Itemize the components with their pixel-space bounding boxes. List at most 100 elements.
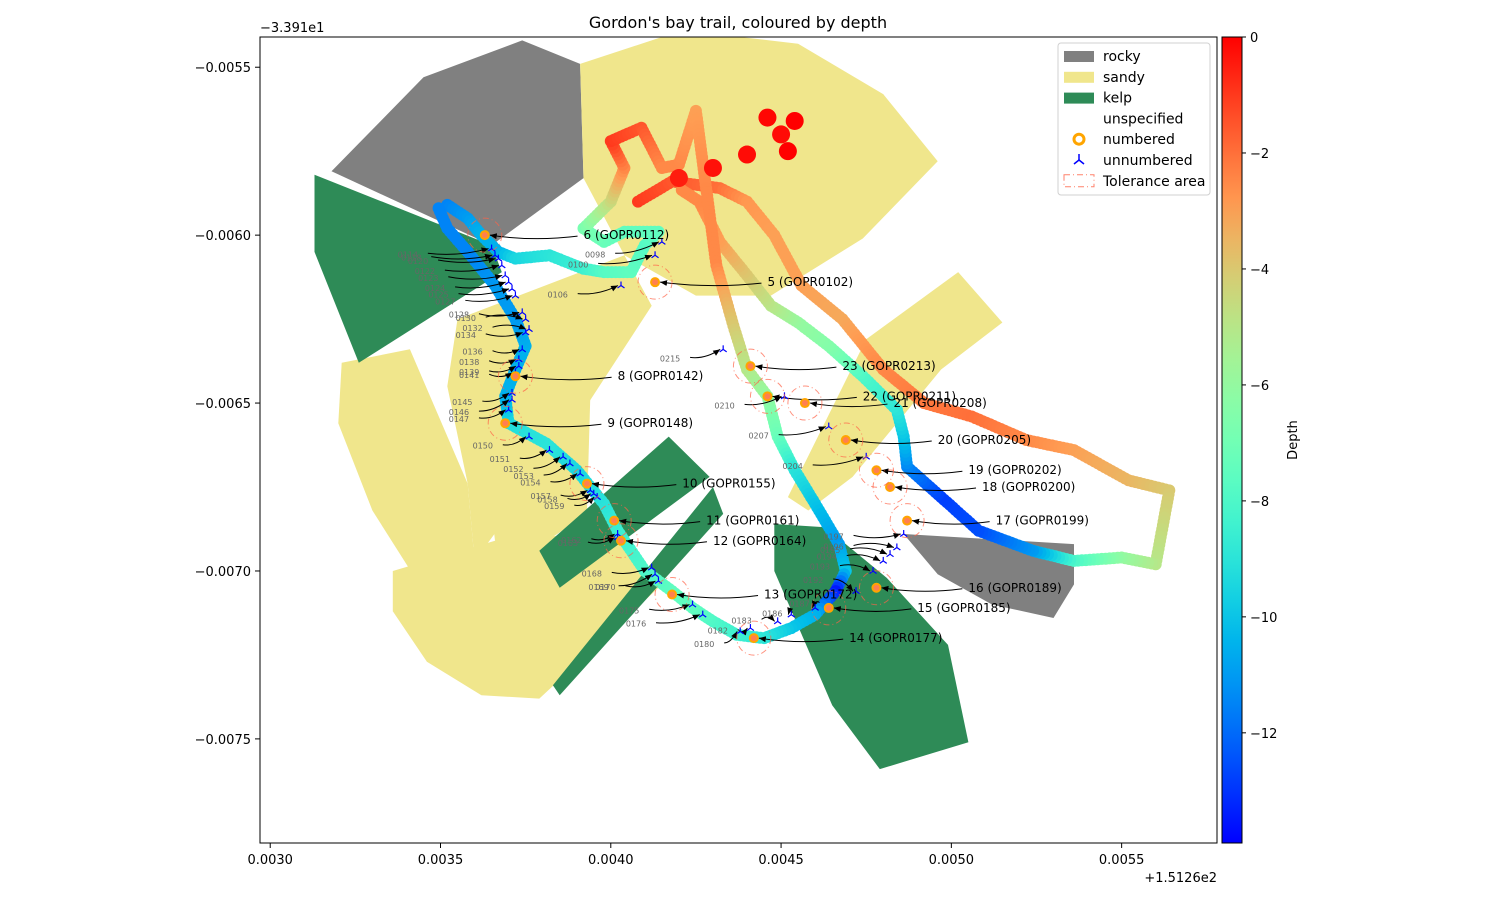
trail-shallow-point	[758, 108, 777, 127]
arrow-numbered	[850, 438, 932, 445]
tri-arm	[654, 573, 659, 578]
numbered-label: 21 (GOPR0208)	[893, 396, 986, 410]
region-kelp-8	[314, 174, 502, 363]
region-kelp-9	[539, 436, 710, 588]
tri-arm	[692, 604, 697, 608]
numbered-marker	[500, 418, 511, 429]
tri-arm	[508, 399, 513, 403]
tri-arm	[658, 241, 663, 245]
numbered-label: 23 (GOPR0213)	[842, 359, 935, 373]
unnumbered-marker-0098	[658, 237, 666, 245]
arrow-0192	[833, 578, 854, 592]
arrow-0215	[690, 348, 721, 359]
unnumbered-label-0127: 0127	[435, 297, 455, 306]
tolerance-circle	[467, 217, 503, 253]
unnumbered-label-0118: 0118	[401, 254, 421, 263]
tri-arm	[511, 288, 516, 292]
y-tick-label: −0.0060	[195, 229, 251, 244]
unnumbered-label-0157: 0157	[530, 492, 550, 501]
x-tick-label: 0.0030	[247, 853, 293, 868]
unnumbered-label-0158: 0158	[537, 495, 557, 504]
arrow-numbered	[911, 518, 990, 525]
region-sandy-2	[580, 37, 938, 296]
tri-arm	[518, 365, 523, 370]
tri-arm	[787, 614, 792, 618]
tri-arm	[494, 258, 499, 262]
arrow-numbered	[520, 374, 612, 381]
numbered-marker	[650, 277, 661, 288]
arrow-0132	[492, 323, 527, 330]
colorbar-tick-label: −2	[1250, 147, 1269, 162]
arrow-numbered	[489, 233, 578, 240]
unnumbered-label-0183: 0183	[731, 616, 751, 625]
tri-arm	[651, 254, 656, 259]
numbered-label: 19 (GOPR0202)	[968, 463, 1061, 477]
unnumbered-label-0152: 0152	[503, 465, 523, 474]
numbered-marker	[581, 478, 592, 489]
unnumbered-label-0134: 0134	[456, 331, 476, 340]
numbered-marker	[823, 602, 834, 613]
tolerance-circle	[811, 590, 847, 626]
unnumbered-label-0151: 0151	[490, 455, 510, 464]
colorbar-tick-label: −8	[1250, 495, 1269, 510]
tri-arm	[521, 318, 526, 323]
tri-arm	[698, 614, 704, 618]
unnumbered-label-0146: 0146	[449, 408, 469, 417]
colorbar: 0 −2 −4 −6 −8 −10 −12 Depth	[1221, 31, 1301, 844]
unnumbered-marker-0123	[501, 271, 510, 279]
numbered-label: 5 (GOPR0102)	[767, 275, 853, 289]
numbered-marker	[745, 361, 756, 372]
arrow-0139	[489, 365, 517, 373]
arrow-numbered	[659, 280, 762, 287]
region-kelp-10	[552, 487, 724, 696]
numbered-label: 13 (GOPR0172)	[764, 587, 857, 601]
unnumbered-marker-0106	[617, 281, 625, 289]
legend-ring	[1072, 132, 1086, 146]
tri-arm	[899, 533, 905, 538]
arrow-0120	[437, 257, 496, 264]
tri-arm	[518, 348, 523, 353]
unnumbered-marker-0197	[899, 530, 908, 538]
unnumbered-label-0194: 0194	[817, 553, 837, 562]
tri-arm	[869, 570, 874, 574]
arrow-numbered	[677, 592, 759, 599]
arrow-0207	[778, 426, 826, 436]
unnumbered-label-0207: 0207	[748, 432, 768, 441]
unnumbered-marker-0100	[651, 251, 659, 259]
unnumbered-label-0175: 0175	[619, 606, 639, 615]
trail-shallow-point	[778, 142, 797, 161]
tolerance-circle	[637, 264, 673, 300]
unnumbered-label-0197: 0197	[823, 532, 843, 541]
unnumbered-marker-0176	[698, 610, 707, 618]
tri-arm	[497, 264, 503, 269]
numbered-marker	[885, 482, 896, 493]
arrow-numbered	[619, 518, 701, 525]
tri-arm	[702, 614, 707, 618]
tri-arm	[688, 604, 693, 608]
tri-arm	[576, 473, 581, 477]
tri-arm	[647, 567, 653, 571]
tri-arm	[491, 254, 496, 259]
unnumbered-marker-0154	[576, 469, 584, 477]
tri-arm	[620, 285, 625, 289]
unnumbered-label-0154: 0154	[520, 479, 540, 488]
trail-shallow-point	[703, 158, 722, 177]
arrow-0123	[448, 274, 503, 281]
numbered-label: 12 (GOPR0164)	[713, 534, 806, 548]
unnumbered-label-0210: 0210	[714, 401, 734, 410]
unnumbered-label-0132: 0132	[462, 324, 482, 333]
y-tick-label: −0.0070	[195, 565, 251, 580]
unnumbered-marker-0125	[508, 284, 516, 292]
tri-arm	[501, 274, 506, 279]
arrow-numbered	[625, 538, 708, 545]
tolerance-circle	[828, 422, 864, 458]
tri-arm	[562, 456, 567, 460]
tri-arm	[579, 473, 584, 477]
arrow-numbered	[881, 468, 963, 475]
unnumbered-label-0176: 0176	[626, 620, 646, 629]
tri-arm	[508, 409, 513, 413]
tri-arm	[828, 426, 833, 430]
unnumbered-label-0147: 0147	[449, 415, 469, 424]
arrow-0151	[519, 449, 547, 459]
